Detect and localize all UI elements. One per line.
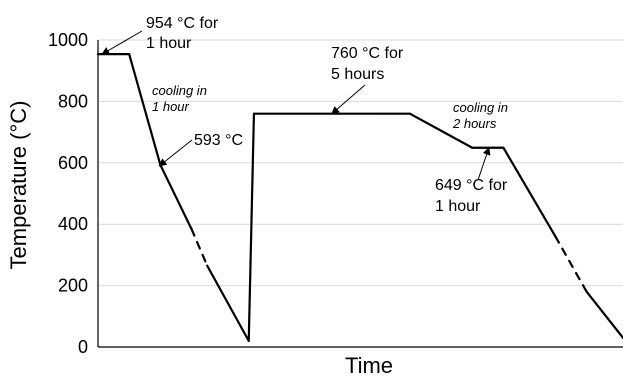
series-segment [502, 146, 557, 238]
x-axis-title: Time [345, 353, 393, 378]
leader-649 [477, 146, 491, 181]
annotation-cooling2-line1: cooling in [453, 100, 508, 115]
leader-760 [331, 84, 366, 115]
y-tick-label-600: 600 [58, 153, 88, 173]
series-segment [247, 112, 256, 342]
y-tick-label-200: 200 [58, 276, 88, 296]
annotation-954-line2: 1 hour [146, 35, 192, 52]
series-segment [206, 264, 250, 342]
series-segment [585, 290, 623, 339]
y-axis-title: Temperature (°C) [6, 101, 31, 270]
annotation-760-line1: 760 °C for [331, 45, 404, 62]
series-segment [408, 112, 474, 149]
y-tick-label-0: 0 [78, 337, 88, 357]
annotation-cooling2-line2: 2 hours [452, 116, 497, 131]
y-tick-label-1000: 1000 [48, 30, 88, 50]
annotation-760-line2: 5 hours [331, 66, 384, 83]
annotation-649-line1: 649 °C for [435, 177, 508, 194]
annotation-cooling1-line1: cooling in [152, 83, 207, 98]
y-tick-label-400: 400 [58, 214, 88, 234]
grid-lines [98, 39, 623, 287]
annotation-arrows [101, 30, 491, 181]
annotation-cooling1-line2: 1 hour [152, 99, 190, 114]
series-segment [159, 163, 193, 231]
y-tick-labels: 0 200 400 600 800 1000 [48, 30, 88, 357]
annotation-593: 593 °C [194, 132, 243, 149]
leader-593 [158, 139, 193, 167]
series-segment-dashed [190, 228, 209, 267]
y-tick-label-800: 800 [58, 91, 88, 111]
series-segment [128, 53, 162, 167]
annotation-954-line1: 954 °C for [146, 15, 219, 32]
leader-954 [101, 30, 143, 55]
series-segment-dashed [554, 235, 588, 293]
annotation-649-line2: 1 hour [435, 198, 481, 215]
